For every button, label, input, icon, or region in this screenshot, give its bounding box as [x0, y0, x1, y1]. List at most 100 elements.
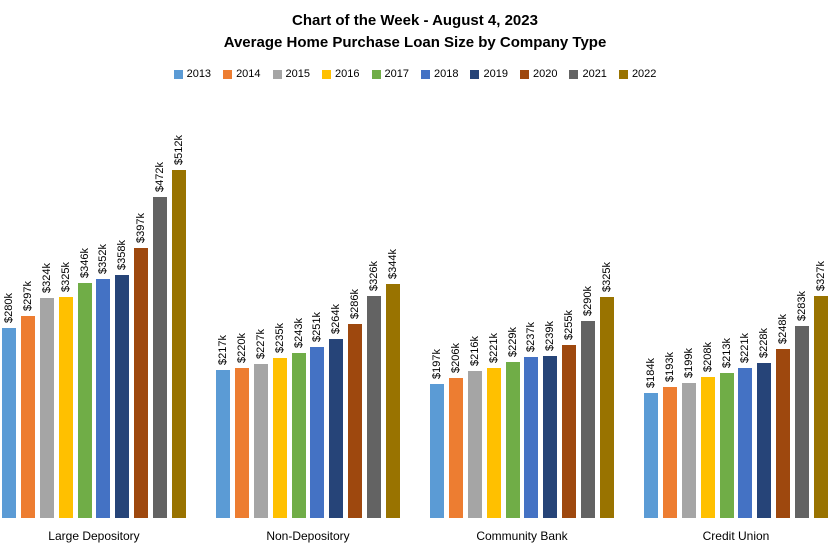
legend-swatch-icon: [618, 70, 628, 79]
bar-2016: [486, 367, 501, 518]
bar-2021: [795, 325, 809, 518]
legend-swatch-icon: [421, 70, 430, 79]
bar-column-2018: $251k: [310, 120, 325, 518]
bar-value-label: $199k: [682, 347, 695, 378]
bar-2022: [599, 297, 614, 518]
bar-2015: [681, 382, 696, 518]
bar-column-2015: $216k: [467, 120, 482, 518]
bar-value-label: $297k: [21, 281, 34, 311]
bar-value-label: $324k: [40, 262, 53, 293]
bar-column-2015: $199k: [681, 120, 696, 518]
bar-value-label: $472k: [154, 162, 166, 192]
bar-2016: [700, 376, 715, 518]
bar-value-label: $227k: [254, 328, 267, 359]
bar-column-2015: $324k: [39, 120, 54, 518]
legend-swatch-icon: [173, 70, 183, 79]
bar-2015: [467, 371, 482, 518]
legend-item-2021: 2021: [569, 68, 607, 80]
bar-column-2020: $397k: [134, 120, 149, 518]
bar-2015: [253, 363, 268, 518]
category-label: Large Depository: [48, 528, 140, 543]
bar-value-label: $220k: [235, 333, 248, 364]
bar-2018: [96, 278, 111, 518]
bar-value-label: $235k: [273, 323, 286, 354]
bar-value-label: $327k: [814, 260, 827, 291]
bar-column-2021: $283k: [795, 120, 809, 518]
bar-2017: [77, 282, 92, 518]
bar-value-label: $229k: [506, 327, 519, 358]
bar-column-2019: $239k: [543, 120, 558, 518]
bar-column-2020: $255k: [562, 120, 577, 518]
bar-value-label: $325k: [59, 262, 72, 292]
bar-column-2020: $248k: [776, 120, 791, 518]
legend-label: 2019: [483, 68, 508, 80]
legend-label: 2021: [582, 68, 607, 80]
bar-2013: [430, 384, 444, 518]
bar-column-2022: $512k: [171, 120, 186, 518]
bar-column-2019: $358k: [115, 120, 130, 518]
bar-2019: [115, 274, 130, 518]
bar-2016: [58, 297, 73, 518]
bar-cluster: $197k $206k $216k $221k $229k $237k $239k $255k…: [430, 120, 614, 518]
bar-value-label: $216k: [468, 336, 481, 367]
bar-column-2019: $264k: [329, 120, 344, 518]
bar-column-2014: $297k: [20, 120, 35, 518]
legend-item-2016: 2016: [322, 68, 360, 80]
legend: 2013 2014 2015 2016 2017 2018 2019 2020 2021 2022: [0, 69, 830, 80]
legend-swatch-icon: [272, 70, 282, 79]
bar-group-non-depository: $217k $220k $227k $235k $243k $251k $264k $286k…: [216, 120, 400, 553]
bar-value-label: $221k: [739, 332, 752, 363]
bar-column-2015: $227k: [253, 120, 268, 518]
bar-value-label: $213k: [720, 338, 733, 369]
bar-column-2022: $327k: [813, 120, 828, 518]
bar-2021: [367, 296, 381, 518]
legend-label: 2022: [631, 68, 657, 80]
legend-label: 2015: [285, 68, 311, 80]
bar-2020: [776, 349, 791, 518]
bar-2015: [39, 297, 54, 518]
bar-value-label: $237k: [525, 321, 538, 352]
bar-column-2019: $228k: [757, 120, 772, 518]
bar-column-2013: $184k: [644, 120, 658, 518]
legend-swatch-icon: [322, 70, 332, 79]
bar-value-label: $217k: [217, 335, 229, 366]
bar-2014: [662, 386, 677, 518]
bar-2019: [757, 363, 772, 518]
bar-value-label: $344k: [386, 249, 399, 280]
legend-swatch-icon: [470, 70, 480, 79]
bar-2018: [524, 356, 539, 518]
bar-group-large-depository: $280k $297k $324k $325k $346k $352k $358k $397k…: [2, 120, 186, 553]
bar-value-label: $248k: [777, 314, 790, 345]
bar-2020: [134, 248, 149, 518]
bar-value-label: $280k: [3, 292, 15, 323]
legend-swatch-icon: [223, 70, 233, 79]
bar-column-2013: $217k: [216, 120, 230, 518]
bar-2019: [329, 338, 344, 518]
bar-column-2017: $229k: [505, 120, 520, 518]
chart-title: Chart of the Week - August 4, 2023: [292, 12, 538, 29]
bar-value-label: $346k: [78, 247, 91, 278]
bar-column-2018: $352k: [96, 120, 111, 518]
bar-2019: [543, 355, 558, 518]
bar-2013: [644, 392, 658, 518]
legend-item-2017: 2017: [371, 68, 409, 80]
legend-item-2014: 2014: [223, 69, 261, 80]
bar-column-2017: $243k: [291, 120, 306, 518]
bar-2021: [153, 197, 167, 518]
bar-value-label: $206k: [449, 342, 462, 373]
bar-value-label: $239k: [544, 320, 557, 351]
bar-2014: [20, 316, 35, 518]
legend-label: 2016: [335, 68, 360, 80]
legend-item-2022: 2022: [618, 68, 657, 80]
bar-2017: [291, 352, 306, 518]
bar-2021: [581, 320, 595, 518]
bar-column-2018: $237k: [524, 120, 539, 518]
bar-value-label: $243k: [292, 317, 305, 348]
bar-column-2016: $325k: [58, 120, 73, 518]
bar-column-2021: $472k: [153, 120, 167, 518]
legend-label: 2017: [384, 68, 409, 80]
bar-2020: [348, 323, 363, 518]
bar-2020: [562, 344, 577, 518]
bar-cluster: $280k $297k $324k $325k $346k $352k $358k $397k…: [2, 120, 186, 518]
bar-column-2020: $286k: [348, 120, 363, 518]
